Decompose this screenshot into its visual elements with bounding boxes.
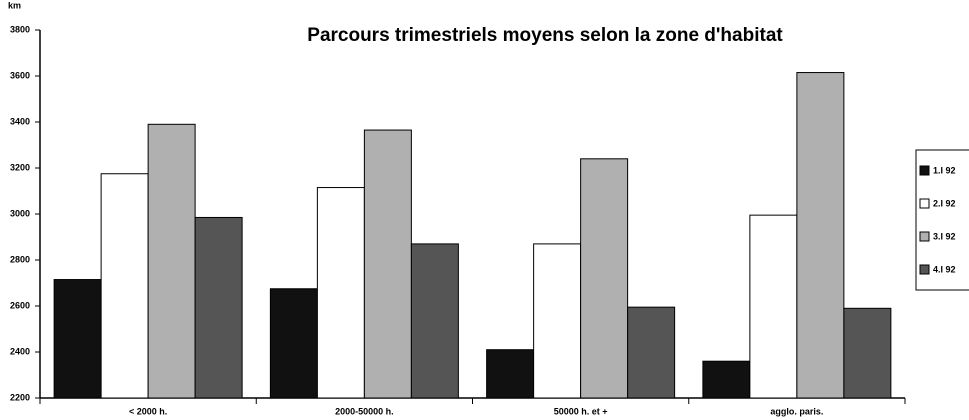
bar: [627, 306, 676, 399]
bar: [194, 216, 243, 399]
legend-swatch: [919, 231, 930, 242]
x-tick-label: 2000-50000 h.: [335, 406, 394, 416]
x-tick-label: < 2000 h.: [129, 406, 167, 416]
bar: [486, 349, 535, 399]
chart-title: Parcours trimestriels moyens selon la zo…: [307, 25, 783, 46]
bar: [147, 123, 196, 399]
legend-label: 4.I 92: [933, 264, 956, 274]
bar: [316, 187, 365, 399]
legend-label: 2.I 92: [933, 198, 956, 208]
bar: [100, 173, 149, 399]
legend-swatch: [919, 264, 930, 275]
bar: [702, 360, 751, 399]
y-tick-label: 2800: [10, 254, 30, 264]
y-axis-label: km: [8, 0, 21, 10]
bar: [410, 243, 459, 399]
legend-swatch: [919, 198, 930, 209]
bar: [363, 129, 412, 399]
x-tick-label: agglo. paris.: [770, 406, 823, 416]
y-tick-label: 3000: [10, 208, 30, 218]
y-tick-label: 3400: [10, 116, 30, 126]
bar: [533, 243, 582, 399]
bar: [580, 158, 629, 399]
bar: [53, 279, 102, 399]
legend-swatch: [919, 165, 930, 176]
bar: [843, 307, 892, 399]
bar: [796, 72, 845, 399]
x-tick-label: 50000 h. et +: [554, 406, 608, 416]
legend-label: 3.I 92: [933, 231, 956, 241]
legend-label: 1.I 92: [933, 165, 956, 175]
y-tick-label: 3200: [10, 162, 30, 172]
y-tick-label: 2600: [10, 300, 30, 310]
y-tick-label: 3800: [10, 24, 30, 34]
y-tick-label: 3600: [10, 70, 30, 80]
bar: [749, 214, 798, 399]
bar: [269, 288, 318, 399]
y-tick-label: 2200: [10, 392, 30, 402]
y-tick-label: 2400: [10, 346, 30, 356]
